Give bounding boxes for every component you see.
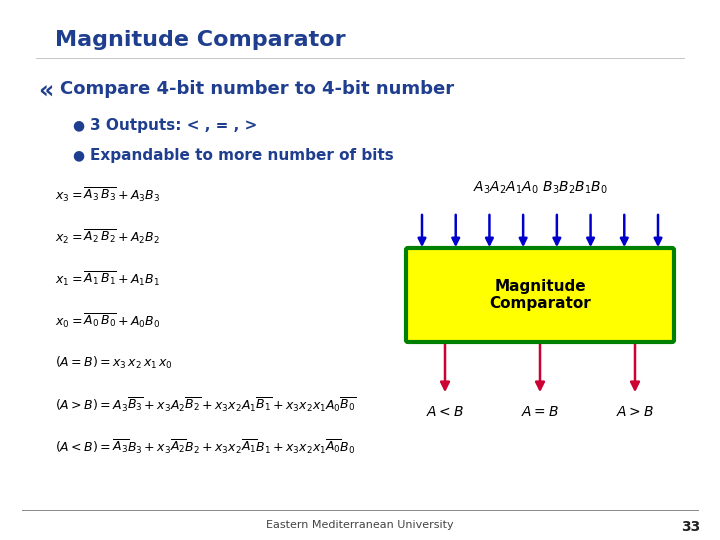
Text: ●: ● xyxy=(72,118,84,132)
Text: $(A < B) = \overline{A_3}B_3 + x_3\overline{A_2}B_2 + x_3 x_2\overline{A_1}B_1 +: $(A < B) = \overline{A_3}B_3 + x_3\overl… xyxy=(55,438,356,456)
Text: $x_2 = \overline{A_2}\,\overline{B_2} + A_2 B_2$: $x_2 = \overline{A_2}\,\overline{B_2} + … xyxy=(55,228,160,246)
Text: $A_3A_2A_1A_0\ B_3B_2B_1B_0$: $A_3A_2A_1A_0\ B_3B_2B_1B_0$ xyxy=(472,180,608,196)
Text: Eastern Mediterranean University: Eastern Mediterranean University xyxy=(266,520,454,530)
Text: $x_0 = \overline{A_0}\,\overline{B_0} + A_0 B_0$: $x_0 = \overline{A_0}\,\overline{B_0} + … xyxy=(55,312,161,330)
Text: «: « xyxy=(38,80,53,104)
Text: $(A = B) = x_3\, x_2\, x_1\, x_0$: $(A = B) = x_3\, x_2\, x_1\, x_0$ xyxy=(55,355,173,371)
Text: ●: ● xyxy=(72,148,84,162)
Text: Magnitude Comparator: Magnitude Comparator xyxy=(55,30,346,50)
Text: $(A > B) = A_3\overline{B_3} + x_3 A_2\overline{B_2} + x_3 x_2 A_1\overline{B_1}: $(A > B) = A_3\overline{B_3} + x_3 A_2\o… xyxy=(55,396,356,414)
Text: 3 Outputs: < , = , >: 3 Outputs: < , = , > xyxy=(90,118,257,133)
Text: 33: 33 xyxy=(680,520,700,534)
Text: $x_1 = \overline{A_1}\,\overline{B_1} + A_1 B_1$: $x_1 = \overline{A_1}\,\overline{B_1} + … xyxy=(55,270,160,288)
Text: $A<B$: $A<B$ xyxy=(426,405,464,419)
FancyBboxPatch shape xyxy=(406,248,674,342)
Text: Expandable to more number of bits: Expandable to more number of bits xyxy=(90,148,394,163)
Text: $A>B$: $A>B$ xyxy=(616,405,654,419)
Text: $x_3 = \overline{A_3}\,\overline{B_3} + A_3 B_3$: $x_3 = \overline{A_3}\,\overline{B_3} + … xyxy=(55,186,161,204)
Text: $A=B$: $A=B$ xyxy=(521,405,559,419)
Text: Compare 4-bit number to 4-bit number: Compare 4-bit number to 4-bit number xyxy=(60,80,454,98)
Text: Magnitude
Comparator: Magnitude Comparator xyxy=(489,279,591,311)
